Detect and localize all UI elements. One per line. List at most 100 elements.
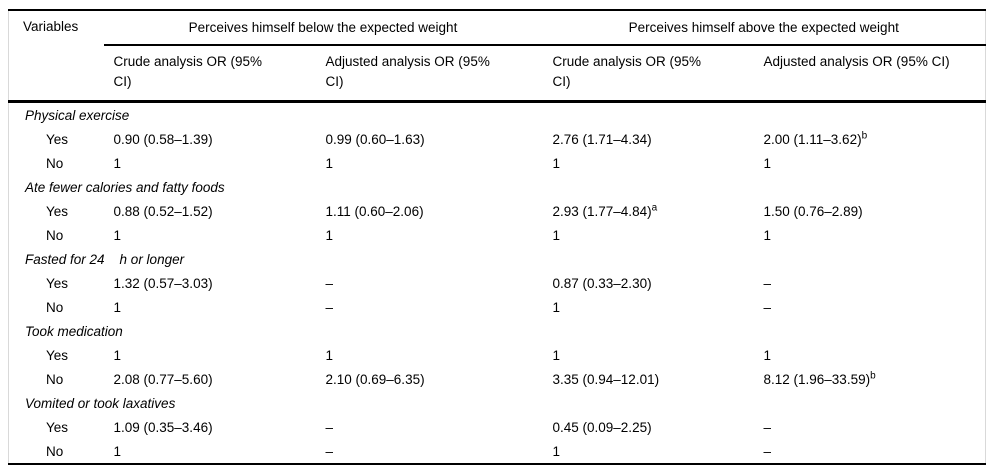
or-value-text: – [325, 275, 334, 291]
or-value-text: 1.32 (0.57–3.03) [113, 275, 213, 291]
or-value-text: 1 [325, 347, 334, 363]
or-value-cell: 2.76 (1.71–4.34) [543, 127, 754, 151]
or-value-cell: – [316, 439, 543, 464]
or-value-cell: 1.11 (0.60–2.06) [316, 199, 543, 223]
or-value-cell: 1 [543, 295, 754, 319]
or-value-text: 8.12 (1.96–33.59) [763, 371, 871, 387]
section-row: Fasted for 24 h or longer [9, 247, 986, 271]
or-value-cell: 1 [543, 151, 754, 175]
group-header-below-expected-weight: Perceives himself below the expected wei… [103, 10, 543, 46]
data-row: Yes 0.90 (0.58–1.39) 0.99 (0.60–1.63) 2.76 … [9, 127, 986, 151]
or-value-cell: 1 [104, 343, 316, 367]
or-value-cell: 1 [543, 343, 754, 367]
or-value-cell: 1 [316, 151, 543, 175]
or-value-cell: 1 [316, 343, 543, 367]
or-value-text: – [325, 419, 334, 435]
or-value-cell: 1 [754, 223, 986, 247]
or-value-text: 1 [113, 443, 122, 459]
section-label: Ate fewer calories and fatty foods [25, 179, 225, 195]
or-value-text: 1 [552, 299, 561, 315]
row-label: No [46, 227, 64, 243]
or-value-text: – [325, 443, 334, 459]
or-value-text: 0.87 (0.33–2.30) [552, 275, 652, 291]
or-value-text: 2.08 (0.77–5.60) [113, 371, 213, 387]
or-value-text: 2.76 (1.71–4.34) [552, 131, 652, 147]
or-value-cell: 8.12 (1.96–33.59)b [754, 367, 986, 391]
sub-header-row: Crude analysis OR (95% CI) Adjusted anal… [9, 45, 986, 103]
col-header-crude-below: Crude analysis OR (95% CI) [103, 45, 316, 103]
or-value-cell: 0.88 (0.52–1.52) [104, 199, 316, 223]
variables-column-header: Variables [8, 10, 104, 103]
or-value-cell: 0.45 (0.09–2.25) [543, 415, 754, 439]
or-value-text: 1 [325, 227, 334, 243]
or-value-cell: – [754, 295, 986, 319]
or-value-text: 1 [763, 347, 772, 363]
or-value-text: – [763, 299, 772, 315]
or-value-cell: 2.00 (1.11–3.62)b [754, 127, 986, 151]
table-body: Physical exercise Yes 0.90 (0.58–1.39) 0.99… [9, 102, 986, 465]
data-row: No 1 1 1 1 [9, 151, 986, 175]
or-value-cell: – [754, 415, 986, 439]
data-row: Yes 1.09 (0.35–3.46) – 0.45 (0.09–2.25) – [9, 415, 986, 439]
or-value-text: 0.88 (0.52–1.52) [113, 203, 213, 219]
or-value-text: 1 [552, 347, 561, 363]
row-label: No [46, 299, 64, 315]
or-value-text: 1 [113, 347, 122, 363]
or-value-cell: 1 [104, 439, 316, 464]
or-value-text: 0.90 (0.58–1.39) [113, 131, 213, 147]
section-row: Ate fewer calories and fatty foods [9, 175, 986, 199]
or-value-cell: 1 [104, 151, 316, 175]
or-value-text: 1 [763, 155, 772, 171]
or-value-text: 1 [325, 155, 334, 171]
or-value-text: 1 [552, 443, 561, 459]
or-value-cell: – [316, 295, 543, 319]
or-value-text: 2.93 (1.77–4.84) [552, 203, 652, 219]
group-header-above-expected-weight: Perceives himself above the expected wei… [542, 10, 986, 46]
or-value-cell: 2.08 (0.77–5.60) [104, 367, 316, 391]
or-value-cell: – [316, 271, 543, 295]
section-label: Took medication [25, 323, 123, 339]
or-value-cell: 1.09 (0.35–3.46) [104, 415, 316, 439]
row-label: Yes [46, 347, 69, 363]
odds-ratio-table: Variables Perceives himself below the ex… [8, 9, 986, 465]
section-row: Physical exercise [9, 102, 986, 128]
or-value-text: – [325, 299, 334, 315]
or-value-text: 3.35 (0.94–12.01) [552, 371, 660, 387]
or-value-cell: 0.90 (0.58–1.39) [104, 127, 316, 151]
or-value-text: 1 [552, 155, 561, 171]
or-value-text: – [763, 443, 772, 459]
row-label: Yes [46, 203, 69, 219]
or-value-text: 1.50 (0.76–2.89) [763, 203, 863, 219]
or-value-text: 2.10 (0.69–6.35) [325, 371, 425, 387]
data-row: No 1 – 1 – [9, 439, 986, 464]
row-label: No [46, 443, 64, 459]
row-label: Yes [46, 419, 69, 435]
or-value-cell: 0.87 (0.33–2.30) [543, 271, 754, 295]
section-row: Vomited or took laxatives [9, 391, 986, 415]
row-label: No [46, 155, 64, 171]
section-row: Took medication [9, 319, 986, 343]
or-value-text: 1 [113, 155, 122, 171]
or-value-text: – [763, 275, 772, 291]
or-value-text: 1.09 (0.35–3.46) [113, 419, 213, 435]
data-row: No 1 – 1 – [9, 295, 986, 319]
or-value-cell: 1.50 (0.76–2.89) [754, 199, 986, 223]
or-value-text: 0.99 (0.60–1.63) [325, 131, 425, 147]
or-value-cell: 0.99 (0.60–1.63) [316, 127, 543, 151]
or-value-cell: 3.35 (0.94–12.01) [543, 367, 754, 391]
section-label: Fasted for 24 h or longer [25, 251, 185, 267]
col-header-adjusted-above: Adjusted analysis OR (95% CI) [753, 45, 986, 103]
or-value-cell: 1.32 (0.57–3.03) [104, 271, 316, 295]
section-label: Vomited or took laxatives [25, 395, 176, 411]
or-value-text: 0.45 (0.09–2.25) [552, 419, 652, 435]
col-header-crude-above: Crude analysis OR (95% CI) [542, 45, 754, 103]
data-row: No 2.08 (0.77–5.60) 2.10 (0.69–6.35) 3.35 (… [9, 367, 986, 391]
row-label: Yes [46, 131, 69, 147]
or-value-cell: 1 [316, 223, 543, 247]
or-value-text: 1.11 (0.60–2.06) [325, 203, 424, 219]
footnote-marker: b [870, 370, 876, 381]
data-row: Yes 0.88 (0.52–1.52) 1.11 (0.60–2.06) 2.93 … [9, 199, 986, 223]
or-value-cell: 1 [543, 223, 754, 247]
data-row: No 1 1 1 1 [9, 223, 986, 247]
or-value-text: 1 [113, 299, 122, 315]
